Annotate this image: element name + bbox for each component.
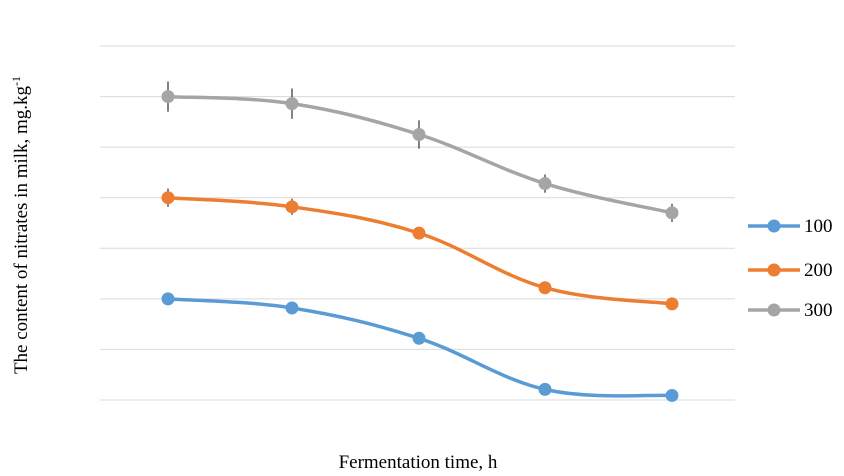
data-point-300-2: [285, 97, 299, 111]
legend: 100 200 300: [748, 216, 833, 321]
data-point-100-5: [665, 388, 679, 402]
data-point-300-1: [161, 90, 175, 104]
legend-marker-100: [767, 219, 781, 233]
data-point-100-3: [412, 331, 426, 345]
data-point-200-2: [285, 200, 299, 214]
legend-label-200: 200: [804, 260, 833, 281]
series-line-100: [166, 297, 674, 398]
legend-marker-200: [767, 263, 781, 277]
data-point-100-2: [285, 301, 299, 315]
legend-label-100: 100: [804, 216, 833, 237]
data-point-300-3: [412, 128, 426, 141]
data-point-100-4: [538, 382, 552, 396]
series-lines: [166, 94, 674, 398]
data-point-300-4: [538, 177, 552, 191]
data-point-200-4: [538, 281, 552, 295]
data-point-100-1: [161, 292, 175, 306]
x-axis-label: Fermentation time, h: [339, 452, 498, 473]
data-point-200-1: [161, 191, 175, 205]
series-points: [161, 90, 679, 402]
legend-marker-300: [767, 303, 781, 317]
data-point-200-5: [665, 297, 679, 311]
data-point-300-5: [665, 206, 679, 220]
y-axis-label: The content of nitrates in milk, mg.kg-1: [9, 76, 32, 374]
legend-label-300: 300: [804, 300, 833, 321]
series-line-200: [166, 195, 674, 306]
data-point-200-3: [412, 226, 426, 240]
series-line-300: [166, 94, 674, 215]
